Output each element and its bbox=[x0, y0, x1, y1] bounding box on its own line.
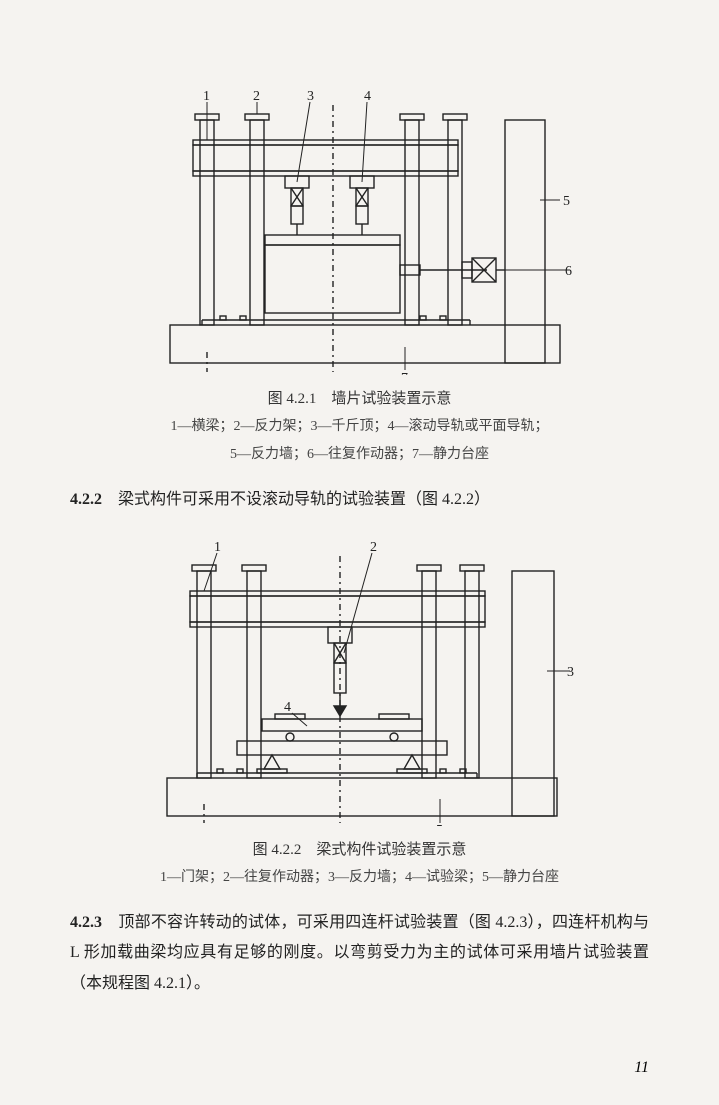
fig1-label-3: 3 bbox=[307, 90, 314, 104]
figure-1-caption: 图 4.2.1 墙片试验装置示意 bbox=[268, 387, 452, 411]
page-number: 11 bbox=[634, 1059, 649, 1077]
fig1-label-5: 5 bbox=[563, 194, 570, 209]
fig1-label-6: 6 bbox=[565, 264, 572, 279]
fig2-label-2: 2 bbox=[370, 541, 377, 555]
para-4-2-3-text: 顶部不容许转动的试体，可采用四连杆试验装置（图 4.2.3），四连杆机构与 L … bbox=[70, 914, 649, 992]
fig1-label-2: 2 bbox=[253, 90, 260, 104]
para-4-2-2-num: 4.2.2 bbox=[70, 491, 102, 508]
figure-2-svg: 1 2 3 4 5 bbox=[142, 541, 577, 826]
figure-1-legend-1: 1—横梁；2—反力架；3—千斤顶；4—滚动导轨或平面导轨； bbox=[171, 415, 549, 439]
figure-2-container: 1 2 3 4 5 图 4.2.2 梁式构件试验装置示意 1—门架；2—往复作动… bbox=[70, 541, 649, 890]
para-4-2-3: 4.2.3 顶部不容许转动的试体，可采用四连杆试验装置（图 4.2.3），四连杆… bbox=[70, 908, 649, 999]
figure-1-svg: 1 2 3 4 5 6 7 bbox=[145, 90, 575, 375]
fig2-label-1: 1 bbox=[214, 541, 221, 555]
figure-2-caption: 图 4.2.2 梁式构件试验装置示意 bbox=[253, 838, 467, 862]
fig2-label-3: 3 bbox=[567, 665, 574, 680]
fig2-label-4: 4 bbox=[284, 700, 291, 715]
para-4-2-2-text: 梁式构件可采用不设滚动导轨的试验装置（图 4.2.2） bbox=[102, 491, 490, 508]
figure-2-legend: 1—门架；2—往复作动器；3—反力墙；4—试验梁；5—静力台座 bbox=[160, 866, 559, 890]
fig1-label-7: 7 bbox=[401, 371, 408, 375]
para-4-2-2: 4.2.2 梁式构件可采用不设滚动导轨的试验装置（图 4.2.2） bbox=[70, 485, 649, 515]
fig1-label-1: 1 bbox=[203, 90, 210, 104]
para-4-2-3-num: 4.2.3 bbox=[70, 914, 102, 931]
figure-1-legend-2: 5—反力墙；6—往复作动器；7—静力台座 bbox=[230, 443, 489, 467]
fig2-label-5: 5 bbox=[436, 823, 443, 826]
figure-1-container: 1 2 3 4 5 6 7 图 4.2.1 墙片试验装置示意 1—横梁；2—反力… bbox=[70, 90, 649, 467]
fig1-label-4: 4 bbox=[364, 90, 371, 104]
